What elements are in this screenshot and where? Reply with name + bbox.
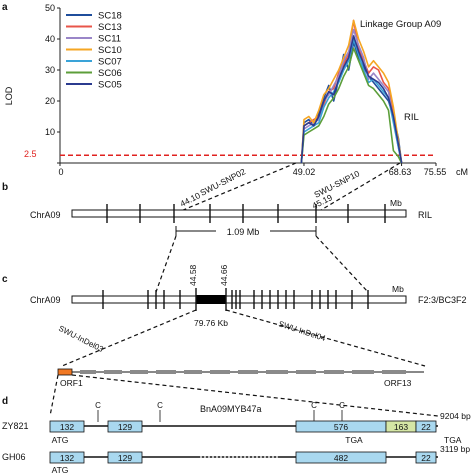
chromosome-bar-c (71, 295, 407, 304)
interval-label-c: 79.76 Kb (194, 318, 228, 328)
exon-zy821-3-label: 576 (334, 422, 348, 432)
pos-44-66: 44.66 (219, 264, 229, 286)
population-label-b: RIL (418, 210, 432, 220)
series-line-sc05 (300, 35, 403, 164)
y-tick-label-50: 50 (45, 3, 55, 13)
x-tick-label-49: 49.02 (293, 167, 316, 177)
lod-series-lines (300, 19, 403, 164)
interval-label-b: 1.09 Mb (227, 227, 260, 237)
exon-gh06-3[interactable] (295, 451, 387, 464)
chrom-label-b: ChrA09 (30, 210, 61, 220)
legend-label-sc11: SC11 (98, 34, 121, 45)
orf1-label: ORF1 (60, 378, 83, 388)
orf13-label: ORF13 (384, 378, 412, 388)
legend-label-sc05: SC05 (98, 80, 122, 91)
connector-a-b-right (315, 162, 401, 214)
linkage-group-label: Linkage Group A09 (360, 19, 441, 30)
x-tick-label-0: 0 (58, 167, 63, 177)
orf1-box[interactable] (57, 368, 73, 376)
panel-letter-a: a (2, 2, 8, 13)
exon-gh06-3-label: 482 (334, 453, 348, 463)
length-zy821: 9204 bp (440, 411, 471, 421)
connector-orf-d-left (49, 374, 59, 417)
c-mark-1: C (95, 401, 101, 410)
population-label-c: F2:3/BC3F2 (418, 295, 467, 305)
series-line-sc18 (300, 41, 403, 164)
c-mark-4: C (339, 401, 345, 410)
exon-zy821-5-label: 22 (421, 422, 431, 432)
marker-pos-44-10: 44.10 (178, 190, 202, 209)
chrom-label-c: ChrA09 (30, 295, 61, 305)
threshold-label: 2.5 (24, 149, 37, 159)
exon-zy821-4-label: 163 (394, 422, 408, 432)
fine-map-interval-c (196, 295, 226, 304)
exon-gh06-4-label: 22 (421, 453, 431, 463)
legend-label-sc13: SC13 (98, 22, 122, 33)
exon-zy821-2-label: 129 (118, 422, 132, 432)
tga-zy821-2: TGA (444, 435, 462, 445)
orf-boxes (80, 370, 406, 374)
lod-y-ticks: 10 20 30 40 50 (45, 3, 60, 164)
legend-label-sc07: SC07 (98, 57, 122, 68)
connector-c-orf-left (61, 309, 197, 367)
c-markers: C C C C (95, 401, 345, 422)
tga-zy821-1: TGA (345, 435, 363, 445)
atg-zy821: ATG (52, 435, 69, 445)
y-tick-label-20: 20 (45, 96, 55, 106)
panel-letter-c: c (2, 274, 8, 285)
connector-a-b-left (175, 162, 297, 214)
lod-x-ticks (59, 163, 437, 166)
connector-b-c-right (315, 235, 369, 293)
exon-gh06-2-label: 129 (118, 453, 132, 463)
allele-name-gh06: GH06 (2, 452, 26, 462)
chromosome-b-markers (106, 204, 386, 223)
legend-label-sc06: SC06 (98, 68, 122, 79)
exon-gh06-1[interactable] (49, 451, 85, 464)
connector-b-c-left (155, 235, 177, 293)
allele-name-zy821: ZY821 (2, 421, 29, 431)
chromosome-c-markers (102, 288, 369, 311)
series-line-sc10 (300, 19, 403, 164)
x-tick-label-68: 68.63 (389, 167, 412, 177)
unit-label-b: Mb (390, 198, 402, 208)
panel-a-population: RIL (404, 112, 419, 123)
exon-gh06-1-label: 132 (60, 453, 74, 463)
length-gh06: 3119 bp (440, 444, 470, 454)
c-mark-3: C (311, 401, 317, 410)
panel-letter-d: d (2, 396, 8, 407)
unit-label-c: Mb (392, 284, 404, 294)
exon-zy821-5[interactable] (415, 420, 437, 433)
connector-orf-d-right (71, 374, 439, 417)
y-tick-label-40: 40 (45, 34, 55, 44)
y-tick-label-10: 10 (45, 127, 55, 137)
marker-swu-indel03: SWU-InDel03 (57, 324, 105, 354)
exon-zy821-2[interactable] (107, 420, 143, 433)
atg-gh06: ATG (52, 465, 69, 474)
c-mark-2: C (157, 401, 163, 410)
chromosome-bar-b (71, 209, 407, 218)
exon-zy821-1[interactable] (49, 420, 85, 433)
exon-gh06-2[interactable] (107, 451, 143, 464)
exon-zy821-1-label: 132 (60, 422, 74, 432)
y-tick-label-30: 30 (45, 65, 55, 75)
marker-swu-indel04: SWU-InDel04 (277, 319, 327, 343)
lod-y-label: LOD (4, 86, 14, 105)
x-unit-label: cM (456, 167, 468, 177)
exon-gh06-4[interactable] (415, 451, 437, 464)
panel-letter-b: b (2, 182, 8, 193)
gene-name: BnA09MYB47a (200, 404, 262, 414)
legend-label-sc18: SC18 (98, 11, 122, 22)
x-tick-label-75: 75.55 (424, 167, 447, 177)
series-line-sc06 (300, 47, 403, 164)
legend-label-sc10: SC10 (98, 45, 122, 56)
marker-swu-snp10: SWU-SNP10 (312, 168, 361, 200)
pos-44-58: 44.58 (188, 264, 198, 286)
